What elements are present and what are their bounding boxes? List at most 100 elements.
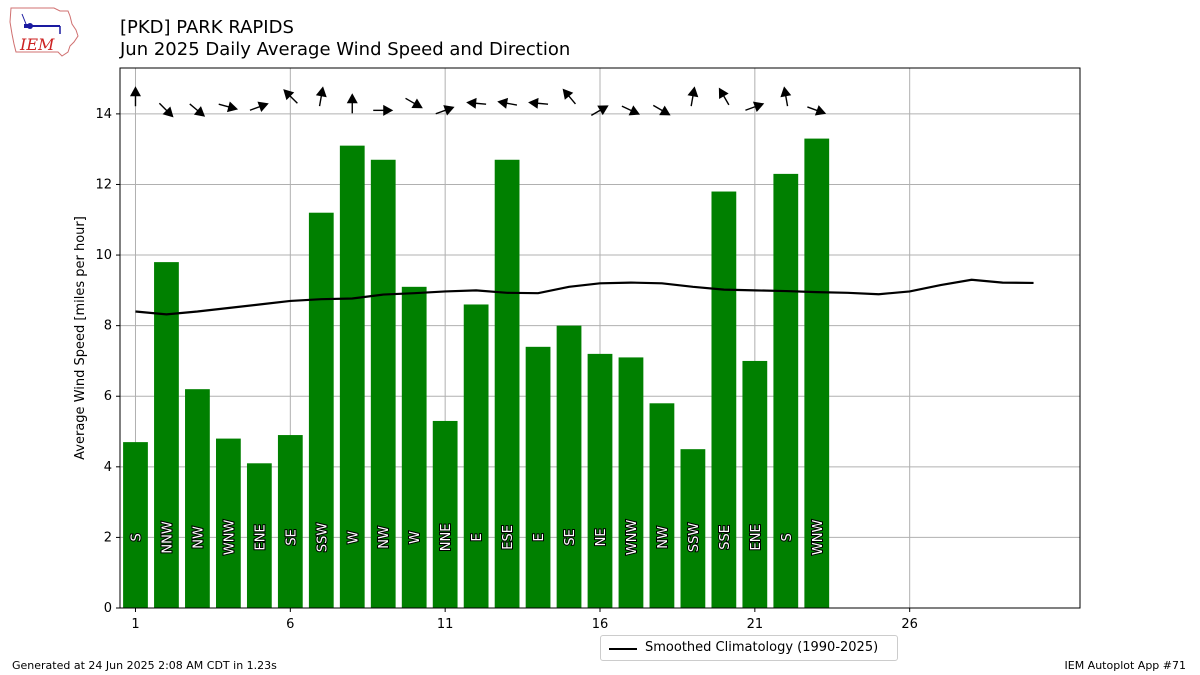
legend-label: Smoothed Climatology (1990-2025) [645, 640, 879, 655]
wind-direction-arrow [718, 87, 730, 106]
climatology-line [135, 278, 1034, 316]
wind-speed-bar [432, 420, 458, 608]
wind-speed-bar [401, 286, 427, 608]
wind-direction-arrow [129, 86, 141, 107]
direction-label: S [129, 533, 144, 541]
svg-text:IEM: IEM [19, 35, 55, 54]
direction-labels: S NNW NW WNW ENE SE SSW W NW W NNE E ESE E SE NE WNW NW SS… [128, 519, 826, 557]
wind-direction-arrow [405, 97, 423, 109]
direction-label: E [470, 533, 485, 541]
wind-direction-arrow [590, 105, 609, 116]
wind-direction-arrow [745, 101, 765, 112]
legend-line-swatch [609, 648, 637, 650]
wind-speed-bar [773, 173, 799, 608]
wind-direction-arrow [283, 89, 298, 104]
x-tick-label: 6 [286, 617, 294, 632]
wind-speed-bar [463, 304, 489, 608]
wind-speed-bar [804, 138, 830, 608]
wind-speed-bar [587, 353, 613, 608]
direction-label: SSW [687, 523, 702, 553]
y-tick-label: 2 [104, 530, 112, 545]
iem-logo: IEM [9, 7, 79, 57]
direction-label: SSE [718, 525, 733, 550]
direction-label: ESE [501, 525, 516, 550]
y-tick-label: 14 [95, 107, 112, 122]
direction-label: NW [191, 526, 206, 549]
x-tick-label: 21 [747, 617, 764, 632]
wind-chart: S NNW NW WNW ENE SE SSW W NW W NNE E ESE E SE NE WNW NW SS… [73, 67, 1081, 632]
wind-direction-arrow [687, 86, 699, 107]
wind-direction-arrow [562, 88, 576, 105]
wind-direction-arrow [158, 102, 174, 118]
direction-label: S [780, 533, 795, 541]
wind-speed-bar [216, 438, 241, 608]
direction-label: WNW [625, 520, 640, 556]
wind-direction-arrow [528, 97, 549, 109]
footer-app: IEM Autoplot App #71 [1064, 659, 1187, 672]
direction-label: E [532, 533, 547, 541]
x-tick-label: 11 [437, 617, 454, 632]
wind-speed-bar [494, 159, 520, 608]
wind-direction-arrow [652, 104, 671, 116]
direction-label: NNW [160, 521, 175, 553]
x-tick-label: 16 [592, 617, 609, 632]
wind-speed-bar [618, 357, 644, 608]
direction-label: W [346, 531, 361, 544]
wind-direction-arrow [249, 101, 269, 112]
wind-direction-arrow [346, 93, 358, 114]
y-axis-label: Average Wind Speed [miles per hour] [73, 216, 88, 460]
wind-direction-arrow [315, 86, 327, 107]
wind-speed-bar [246, 463, 272, 608]
wind-speed-bar [339, 145, 365, 608]
y-tick-label: 4 [104, 460, 112, 475]
wind-direction-arrow [621, 105, 641, 116]
direction-label: NW [656, 526, 671, 549]
direction-label: NE [594, 528, 609, 546]
direction-label: WNW [222, 520, 237, 556]
direction-label: SSW [315, 523, 330, 553]
direction-arrows [129, 86, 827, 118]
chart-subtitle: Jun 2025 Daily Average Wind Speed and Di… [120, 39, 571, 60]
direction-label: NNE [439, 524, 454, 552]
wind-direction-arrow [218, 101, 239, 113]
wind-speed-bar [556, 325, 582, 608]
wind-speed-bar [680, 449, 706, 608]
y-tick-label: 8 [104, 319, 112, 334]
wind-direction-arrow [435, 105, 455, 116]
wind-direction-arrow [807, 105, 827, 116]
wind-direction-arrow [497, 97, 518, 109]
direction-label: ENE [253, 524, 268, 550]
direction-label: NW [377, 526, 392, 549]
wind-speed-bar [370, 159, 396, 608]
y-tick-label: 12 [95, 177, 112, 192]
direction-label: SE [284, 529, 299, 545]
wind-speed-bar [742, 360, 768, 608]
direction-label: ENE [749, 524, 764, 550]
wind-speed-bar [308, 212, 334, 609]
direction-label: W [408, 531, 423, 544]
x-tick-label: 1 [131, 617, 139, 632]
wind-speed-bar [711, 191, 737, 608]
wind-direction-arrow [466, 97, 487, 109]
direction-label: WNW [811, 520, 826, 556]
wind-speed-bar [649, 403, 675, 608]
x-tick-label: 26 [901, 617, 918, 632]
wind-speed-bar [277, 435, 303, 608]
wind-speed-bar [123, 442, 148, 608]
chart-title: [PKD] PARK RAPIDS [120, 17, 294, 38]
y-tick-label: 10 [95, 248, 112, 263]
y-tick-label: 6 [104, 389, 112, 404]
wind-speed-bar [185, 389, 210, 608]
bar-series [123, 138, 830, 609]
legend: Smoothed Climatology (1990-2025) [600, 635, 898, 661]
wind-speed-bar [525, 346, 551, 608]
wind-direction-arrow [780, 86, 792, 107]
footer-generated: Generated at 24 Jun 2025 2:08 AM CDT in … [12, 659, 277, 672]
climatology-series [135, 278, 1034, 316]
y-tick-label: 0 [104, 601, 112, 616]
wind-speed-bar [154, 262, 179, 608]
wind-direction-arrow [189, 103, 206, 117]
direction-label: SE [563, 529, 578, 545]
wind-direction-arrow [373, 104, 394, 116]
